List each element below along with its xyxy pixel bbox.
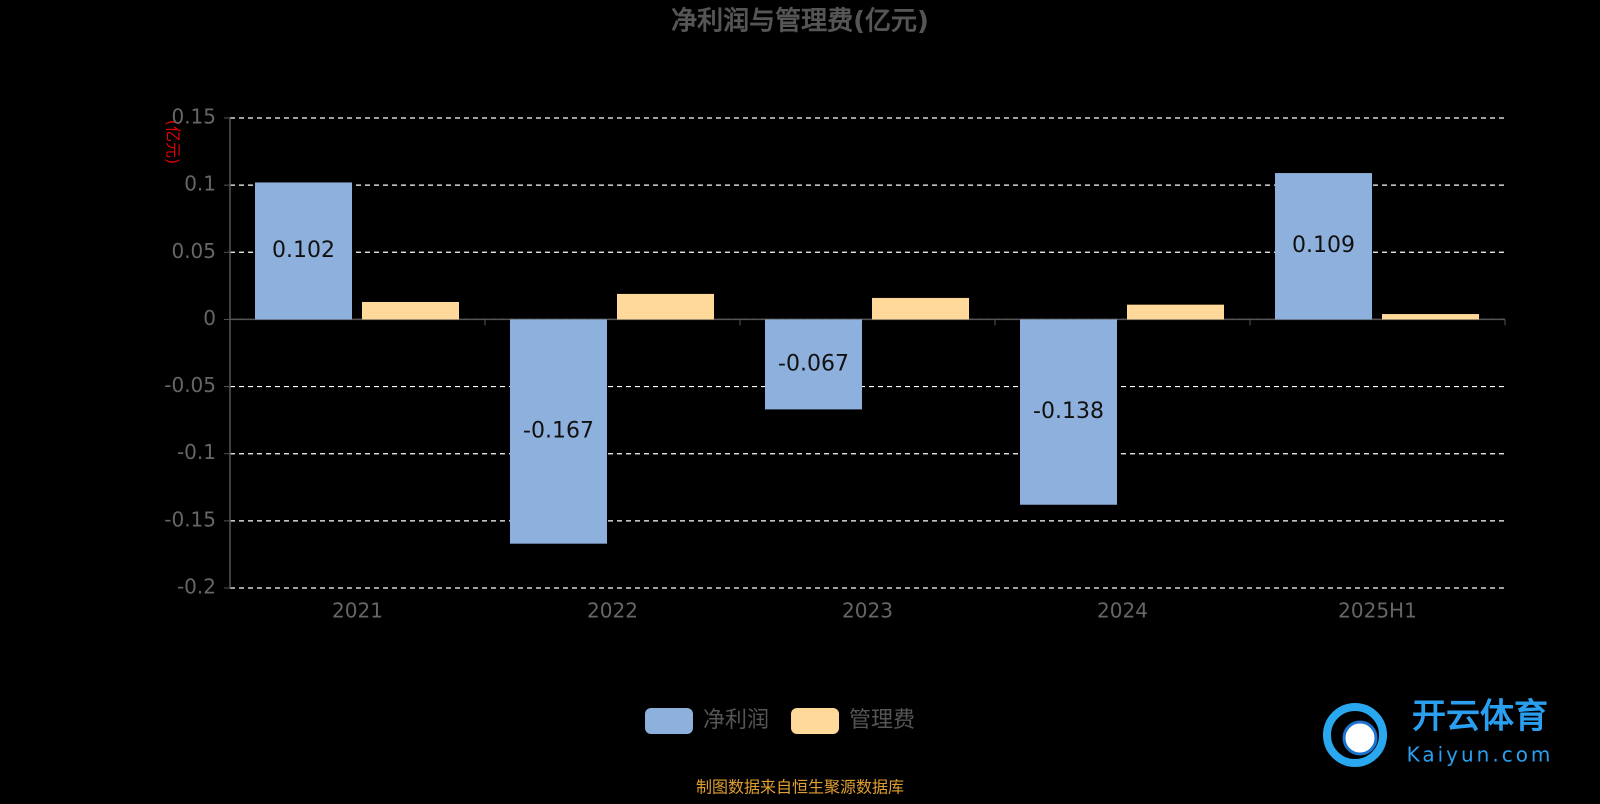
y-tick-label: -0.05 xyxy=(164,373,216,397)
watermark-url: Kaiyun.com xyxy=(1407,743,1554,767)
bar xyxy=(617,293,714,320)
logo-ball xyxy=(1342,720,1378,756)
x-tick-label: 2023 xyxy=(842,599,893,623)
y-tick-label: 0.1 xyxy=(184,172,216,196)
x-tick-label: 2022 xyxy=(587,599,638,623)
bar xyxy=(872,297,969,320)
bar xyxy=(255,182,352,320)
bar xyxy=(510,319,607,544)
y-axis-label: (亿元) xyxy=(164,120,183,165)
y-tick-label: -0.2 xyxy=(177,575,216,599)
y-tick-label: 0.05 xyxy=(171,239,216,263)
bar xyxy=(1382,314,1479,320)
legend-label: 净利润 xyxy=(703,708,769,733)
legend-swatch xyxy=(645,708,693,734)
y-tick-label: 0 xyxy=(203,306,216,330)
bar xyxy=(1127,304,1224,320)
chart-title: 净利润与管理费(亿元) xyxy=(671,6,929,37)
y-tick-label: -0.1 xyxy=(177,440,216,464)
bar xyxy=(765,319,862,410)
data-label: 0.102 xyxy=(272,238,335,263)
data-label: 0.109 xyxy=(1292,233,1355,258)
data-label: -0.167 xyxy=(523,419,594,444)
x-tick-label: 2024 xyxy=(1097,599,1148,623)
bar xyxy=(362,301,459,320)
x-tick-label: 2025H1 xyxy=(1338,599,1417,623)
bar xyxy=(1275,173,1372,320)
footer: 制图数据来自恒生聚源数据库 xyxy=(696,778,904,797)
legend-label: 管理费 xyxy=(849,708,915,733)
y-tick-label: -0.15 xyxy=(164,507,216,531)
data-label: -0.138 xyxy=(1033,399,1104,424)
bar xyxy=(1020,319,1117,505)
logo-ring xyxy=(1323,703,1387,767)
x-tick-label: 2021 xyxy=(332,599,383,623)
y-tick-label: 0.15 xyxy=(171,105,216,129)
watermark-name: 开云体育 xyxy=(1412,697,1548,737)
legend-swatch xyxy=(791,708,840,734)
watermark: 开云体育 Kaiyun.com xyxy=(1323,697,1554,767)
data-label: -0.067 xyxy=(778,351,849,376)
